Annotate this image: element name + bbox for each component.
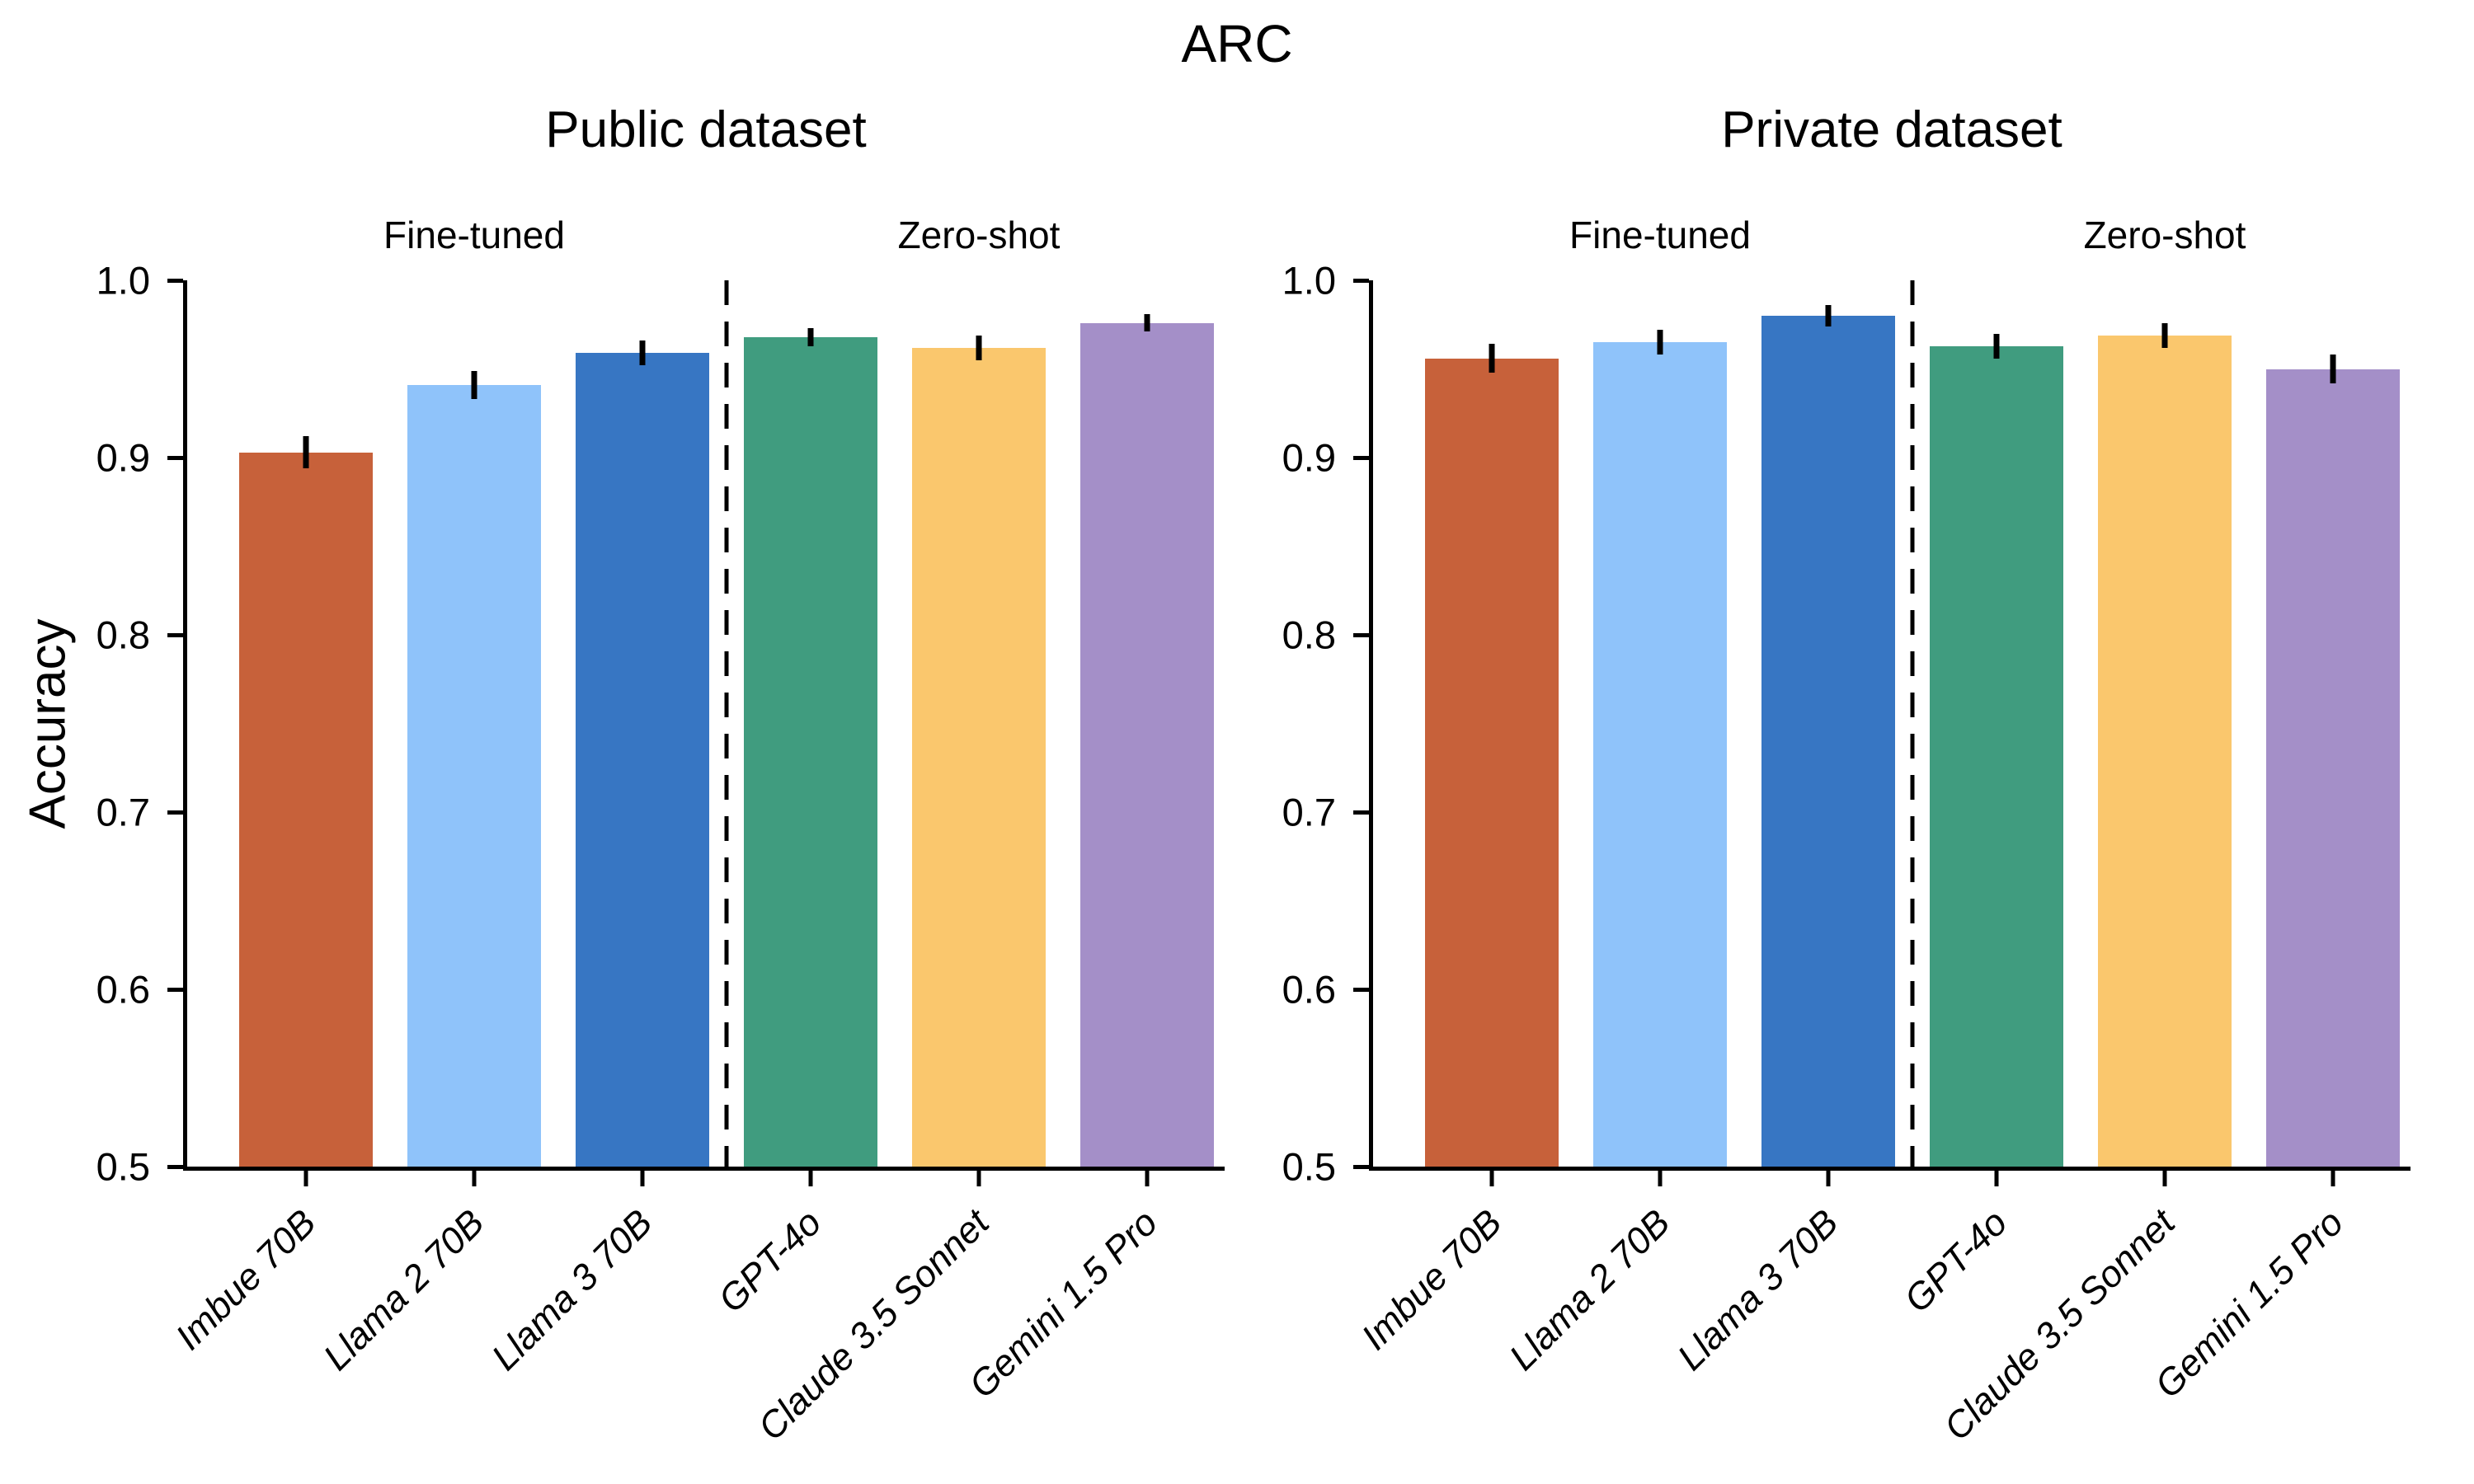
error-bar-llama-2-70b [1657, 330, 1663, 355]
panel-title-public-dataset: Public dataset [545, 101, 867, 158]
y-tick-label: 0.9 [1282, 435, 1336, 480]
y-tick-mark [1353, 1164, 1369, 1169]
y-tick-label: 0.5 [96, 1144, 150, 1189]
bar-llama-3-70b [1761, 316, 1895, 1167]
y-tick-label: 0.8 [1282, 613, 1336, 657]
x-tick-mark [472, 1171, 477, 1186]
bar-gpt-4o [744, 336, 877, 1167]
error-bar-llama-2-70b [471, 370, 477, 400]
error-bar-claude-3-5-sonnet [2161, 322, 2168, 348]
x-tick-mark [2331, 1171, 2335, 1186]
group-label-zero-shot: Zero-shot [2083, 214, 2246, 256]
y-tick-label: 0.9 [96, 435, 150, 480]
y-tick-mark [167, 455, 183, 460]
y-tick-mark [167, 1164, 183, 1169]
x-tick-label-text: Imbue 70B [1353, 1201, 1511, 1358]
subplot-public-dataset: Public dataset Fine-tuned Zero-shot 0.5 0.6 0… [96, 101, 1225, 1449]
error-bar-claude-3-5-sonnet [976, 335, 982, 360]
y-tick-label: 0.7 [1282, 790, 1336, 834]
error-bar-llama-3-70b [1825, 305, 1832, 326]
error-bar-llama-3-70b [639, 340, 646, 366]
error-bar-gpt-4o [807, 328, 814, 346]
y-tick-mark [167, 632, 183, 637]
x-tick-mark [976, 1171, 981, 1186]
y-tick-label: 0.8 [96, 613, 150, 657]
error-bar-gemini-1-5-pro [1144, 313, 1150, 332]
bar-imbue-70b [1425, 358, 1559, 1167]
x-tick-label-text: Llama 3 70B [483, 1201, 661, 1378]
y-tick-mark [1353, 278, 1369, 283]
bar-llama-2-70b [407, 384, 541, 1167]
group-label-fine-tuned: Fine-tuned [1569, 214, 1751, 256]
y-tick-mark [1353, 810, 1369, 815]
y-tick-label: 0.7 [96, 790, 150, 834]
x-tick-label-text: GPT-4o [709, 1201, 830, 1321]
y-tick-label: 0.5 [1282, 1144, 1336, 1189]
y-tick-mark [167, 278, 183, 283]
bar-gemini-1-5-pro [1080, 322, 1214, 1167]
y-tick-label: 0.6 [96, 967, 150, 1012]
x-tick-mark [808, 1171, 813, 1186]
x-tick-label-text: Llama 2 70B [315, 1201, 493, 1378]
x-tick-label-text: Llama 3 70B [1669, 1201, 1847, 1378]
x-tick-mark [2162, 1171, 2167, 1186]
x-tick-mark [1145, 1171, 1150, 1186]
y-tick-mark [1353, 987, 1369, 992]
y-tick-mark [1353, 632, 1369, 637]
error-bar-gpt-4o [1993, 333, 2000, 359]
x-tick-mark [640, 1171, 645, 1186]
group-label-fine-tuned: Fine-tuned [383, 214, 565, 256]
group-separator-dashed-line [1910, 280, 1915, 1167]
y-tick-mark [167, 810, 183, 815]
y-tick-mark [167, 987, 183, 992]
x-tick-label-text: Imbue 70B [167, 1201, 325, 1358]
y-tick-label: 0.6 [1282, 967, 1336, 1012]
panel-title-private-dataset: Private dataset [1721, 101, 2062, 158]
bar-claude-3-5-sonnet [2098, 335, 2232, 1167]
x-tick-mark [1658, 1171, 1663, 1186]
y-tick-mark [1353, 455, 1369, 460]
x-tick-mark [1826, 1171, 1831, 1186]
x-tick-label-text: Llama 2 70B [1501, 1201, 1679, 1378]
bar-claude-3-5-sonnet [912, 347, 1046, 1167]
error-bar-gemini-1-5-pro [2330, 355, 2336, 383]
y-tick-label: 1.0 [1282, 258, 1336, 303]
x-tick-label-text: GPT-4o [1895, 1201, 2015, 1321]
x-tick-mark [1994, 1171, 1999, 1186]
bar-imbue-70b [239, 452, 373, 1167]
bar-llama-3-70b [576, 353, 709, 1167]
group-separator-dashed-line [724, 280, 729, 1167]
bar-gemini-1-5-pro [2266, 369, 2400, 1167]
error-bar-imbue-70b [303, 436, 309, 468]
bar-gpt-4o [1930, 345, 2063, 1167]
subplot-private-dataset: Private dataset Fine-tuned Zero-shot 0.5 0.6… [1282, 101, 2411, 1449]
x-tick-mark [1489, 1171, 1494, 1186]
group-label-zero-shot: Zero-shot [897, 214, 1061, 256]
chart-title: ARC [1181, 14, 1293, 73]
x-tick-mark [303, 1171, 308, 1186]
y-tick-label: 1.0 [96, 258, 150, 303]
error-bar-imbue-70b [1489, 344, 1495, 373]
bar-llama-2-70b [1593, 342, 1727, 1167]
